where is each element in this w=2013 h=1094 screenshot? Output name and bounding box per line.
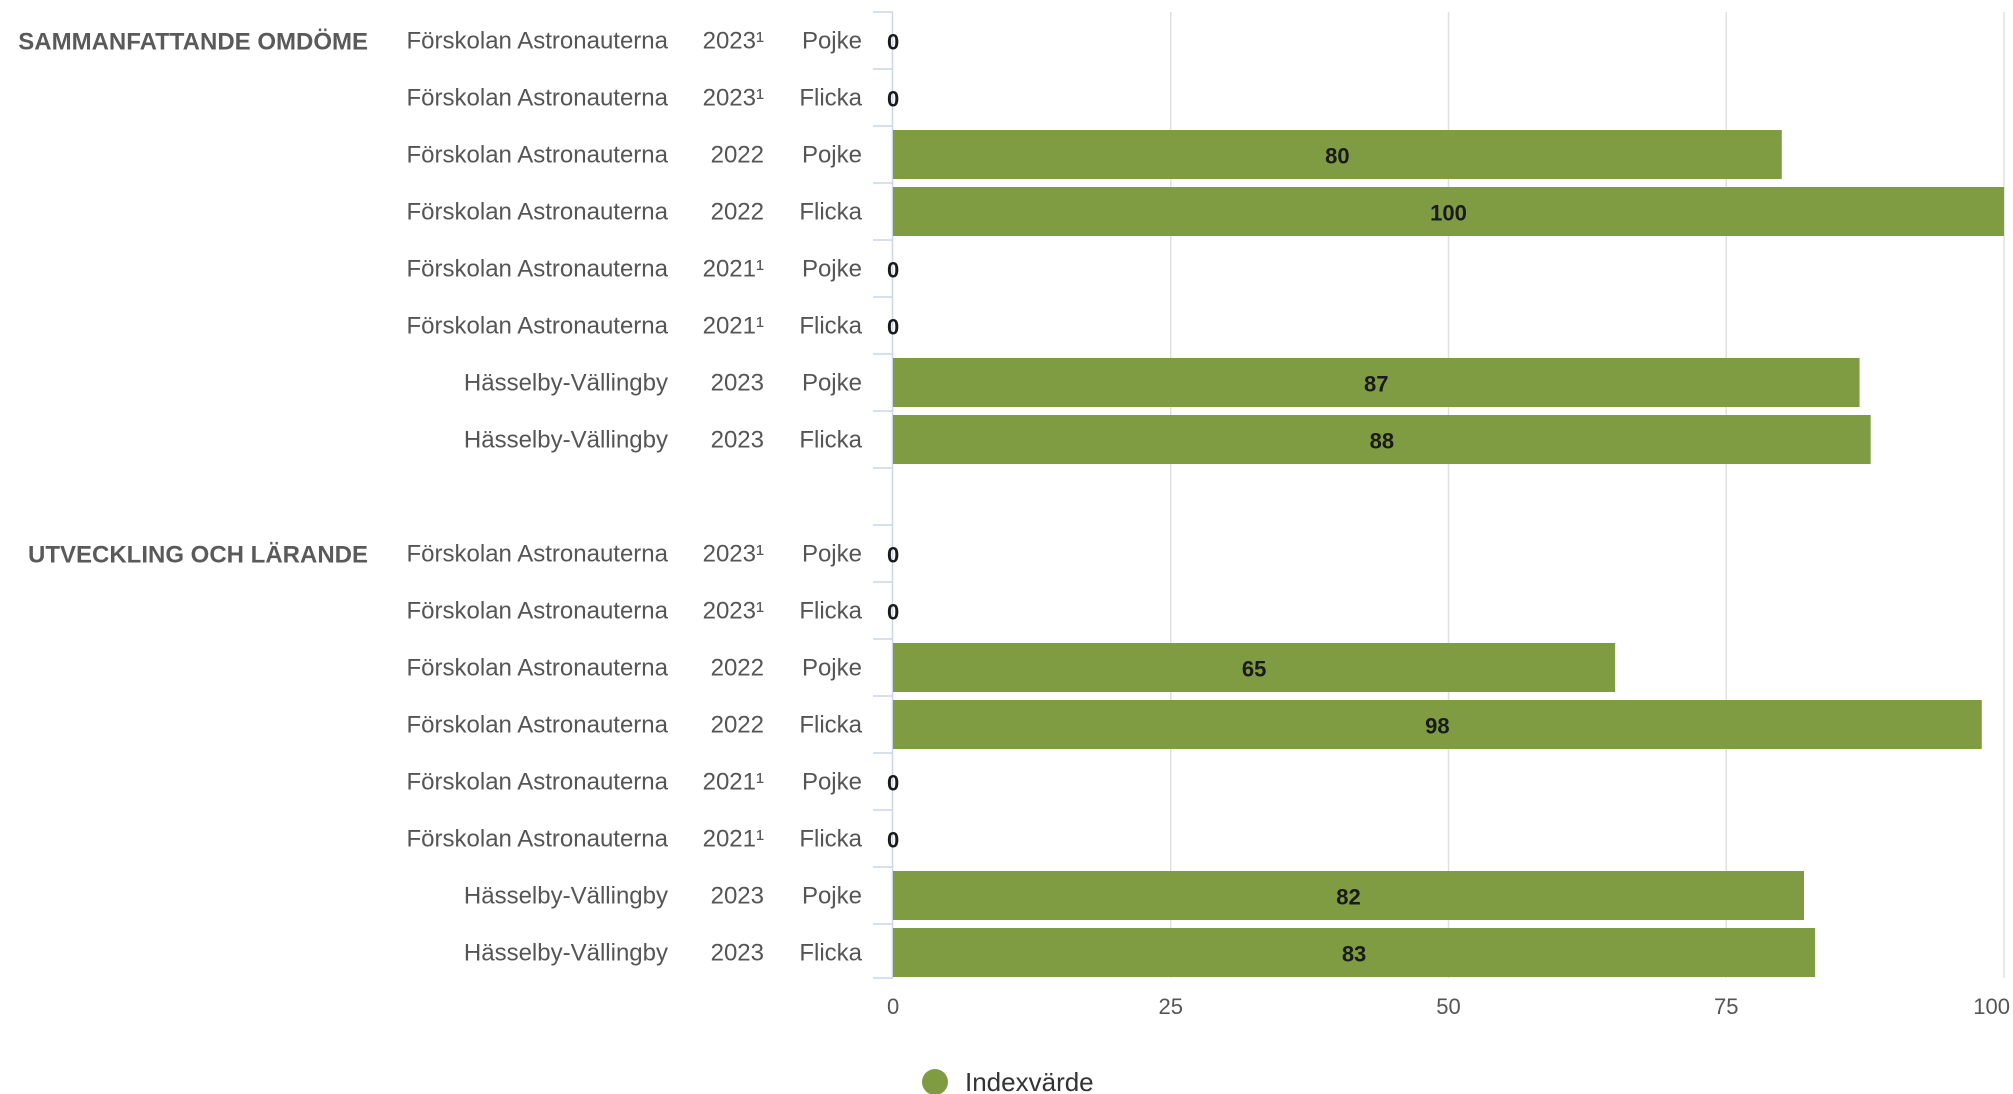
x-axis-ticks: 0 25 50 75 100 — [887, 994, 2010, 1019]
gender-label: Pojke — [802, 541, 862, 568]
gender-label: Pojke — [802, 655, 862, 682]
bar[interactable] — [893, 130, 1782, 179]
bar[interactable] — [893, 643, 1616, 692]
unit-label: Förskolan Astronauterna — [407, 85, 669, 112]
gender-label: Flicka — [799, 427, 862, 454]
year-label: 2022 — [711, 142, 764, 169]
unit-label: Hässelby-Vällingby — [464, 370, 668, 397]
gender-label: Pojke — [802, 370, 862, 397]
data-label: 0 — [887, 600, 899, 625]
year-label: 2023 — [711, 370, 764, 397]
legend-marker-icon — [922, 1069, 948, 1094]
year-label: 2023¹ — [703, 541, 764, 568]
gender-label: Flicka — [799, 826, 862, 853]
year-label: 2023 — [711, 427, 764, 454]
bar[interactable] — [893, 415, 1871, 464]
bar[interactable] — [893, 928, 1816, 977]
unit-label: Hässelby-Vällingby — [464, 883, 668, 910]
x-tick-label: 50 — [1436, 994, 1460, 1019]
data-label: 98 — [1425, 714, 1449, 739]
bar[interactable] — [893, 187, 2004, 236]
gender-label: Pojke — [802, 883, 862, 910]
unit-label: Förskolan Astronauterna — [407, 826, 669, 853]
unit-label: Förskolan Astronauterna — [407, 598, 669, 625]
year-label: 2021¹ — [703, 826, 764, 853]
year-label: 2023 — [711, 883, 764, 910]
category-labels: SAMMANFATTANDE OMDÖME Förskolan Astronaut… — [18, 28, 862, 967]
gender-label: Pojke — [802, 769, 862, 796]
unit-label: Förskolan Astronauterna — [407, 541, 669, 568]
year-label: 2021¹ — [703, 313, 764, 340]
gender-label: Flicka — [799, 940, 862, 967]
year-label: 2022 — [711, 655, 764, 682]
year-label: 2023 — [711, 940, 764, 967]
x-tick-label: 75 — [1714, 994, 1738, 1019]
data-label: 0 — [887, 87, 899, 112]
x-tick-label: 25 — [1159, 994, 1183, 1019]
data-label: 80 — [1325, 144, 1349, 169]
year-label: 2021¹ — [703, 769, 764, 796]
unit-label: Förskolan Astronauterna — [407, 28, 669, 55]
unit-label: Förskolan Astronauterna — [407, 313, 669, 340]
bar[interactable] — [893, 700, 1982, 749]
year-label: 2022 — [711, 712, 764, 739]
gender-label: Flicka — [799, 199, 862, 226]
gender-label: Pojke — [802, 142, 862, 169]
year-label: 2023¹ — [703, 598, 764, 625]
data-label: 65 — [1242, 657, 1266, 682]
data-label: 0 — [887, 315, 899, 340]
bars: 0 0 80 100 0 0 87 88 0 0 65 98 0 0 82 83 — [887, 30, 2004, 977]
year-label: 2021¹ — [703, 256, 764, 283]
data-label: 0 — [887, 258, 899, 283]
group-label: UTVECKLING OCH LÄRANDE — [28, 542, 368, 569]
unit-label: Förskolan Astronauterna — [407, 199, 669, 226]
gender-label: Flicka — [799, 313, 862, 340]
data-label: 0 — [887, 828, 899, 853]
data-label: 0 — [887, 543, 899, 568]
category-axis — [873, 11, 894, 979]
unit-label: Förskolan Astronauterna — [407, 712, 669, 739]
unit-label: Förskolan Astronauterna — [407, 142, 669, 169]
year-label: 2023¹ — [703, 85, 764, 112]
legend[interactable]: Indexvärde — [922, 1067, 1094, 1094]
unit-label: Förskolan Astronauterna — [407, 769, 669, 796]
bar[interactable] — [893, 871, 1805, 920]
data-label: 83 — [1342, 942, 1366, 967]
data-label: 82 — [1336, 885, 1360, 910]
gender-label: Pojke — [802, 28, 862, 55]
data-label: 87 — [1364, 372, 1388, 397]
gender-label: Pojke — [802, 256, 862, 283]
data-label: 88 — [1370, 429, 1394, 454]
bar[interactable] — [893, 358, 1860, 407]
data-label: 0 — [887, 30, 899, 55]
data-label: 100 — [1430, 201, 1467, 226]
x-tick-label: 100 — [1973, 994, 2010, 1019]
gender-label: Flicka — [799, 598, 862, 625]
unit-label: Hässelby-Vällingby — [464, 940, 668, 967]
unit-label: Förskolan Astronauterna — [407, 256, 669, 283]
unit-label: Hässelby-Vällingby — [464, 427, 668, 454]
gender-label: Flicka — [799, 712, 862, 739]
unit-label: Förskolan Astronauterna — [407, 655, 669, 682]
year-label: 2022 — [711, 199, 764, 226]
legend-label[interactable]: Indexvärde — [965, 1067, 1094, 1094]
group-label: SAMMANFATTANDE OMDÖME — [18, 29, 368, 56]
data-label: 0 — [887, 771, 899, 796]
year-label: 2023¹ — [703, 28, 764, 55]
x-tick-label: 0 — [887, 994, 899, 1019]
gender-label: Flicka — [799, 85, 862, 112]
